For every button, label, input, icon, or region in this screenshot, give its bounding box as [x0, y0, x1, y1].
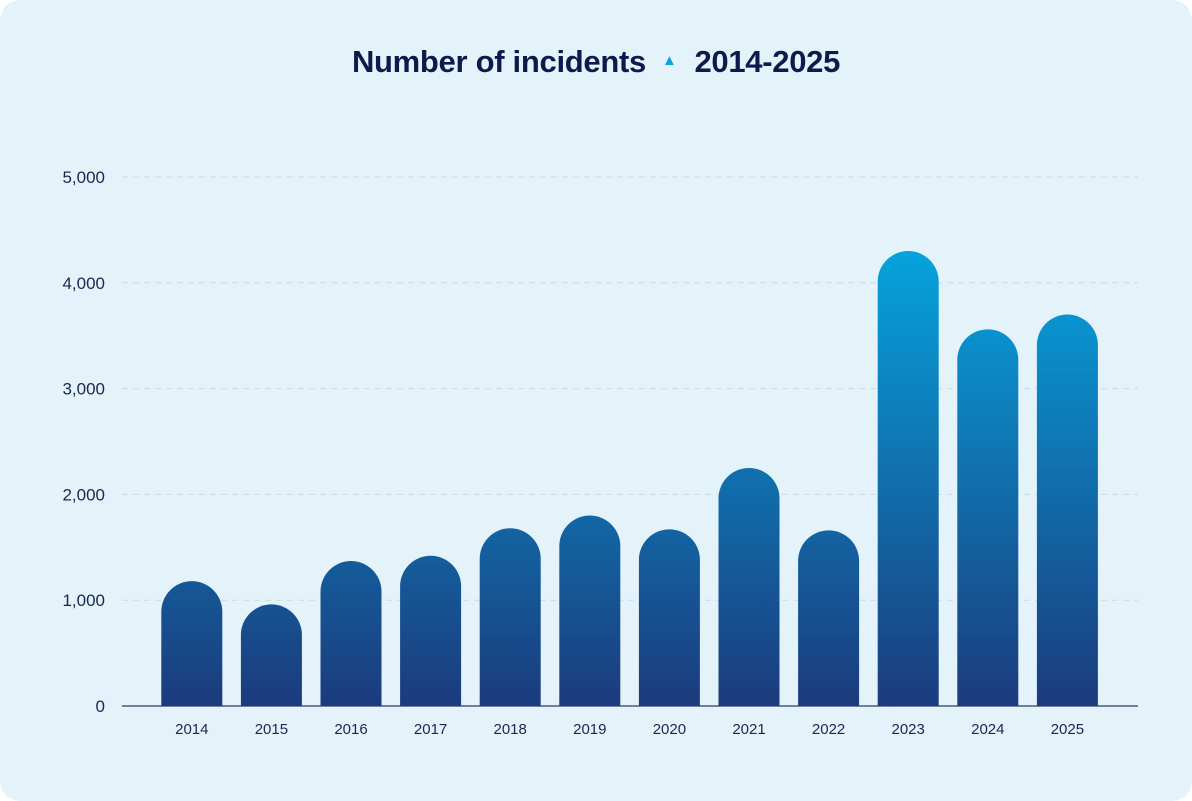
bar-2021 [718, 467, 780, 706]
bar-2018 [479, 528, 541, 706]
bar-2024 [957, 329, 1019, 706]
bar-2014 [161, 581, 223, 706]
y-tick-label: 1,000 [62, 591, 105, 610]
bar-2025 [1036, 314, 1098, 706]
y-tick-label: 2,000 [62, 485, 105, 504]
triangle-icon: ▲ [661, 52, 677, 70]
x-tick-label: 2023 [892, 721, 925, 738]
bar-2019 [559, 515, 621, 706]
x-tick-label: 2015 [255, 721, 288, 738]
x-tick-label: 2020 [653, 721, 686, 738]
x-tick-label: 2016 [334, 721, 367, 738]
chart-subtitle: 2014-2025 [694, 44, 841, 79]
x-tick-label: 2024 [971, 721, 1004, 738]
x-tick-label: 2018 [494, 721, 527, 738]
y-tick-label: 4,000 [62, 274, 105, 293]
chart-title: Number of incidents ▲ 2014-2025 [0, 44, 1192, 80]
x-tick-label: 2021 [732, 721, 765, 738]
x-tick-label: 2014 [175, 721, 208, 738]
bar-2023 [877, 251, 939, 706]
y-tick-label: 3,000 [62, 380, 105, 399]
bar-2017 [400, 555, 462, 706]
bar-2022 [798, 530, 860, 706]
bar-2016 [320, 561, 382, 706]
bar-2020 [638, 529, 700, 706]
chart-title-text: Number of incidents [351, 44, 646, 79]
y-tick-label: 5,000 [62, 168, 105, 187]
x-tick-label: 2019 [573, 721, 606, 738]
x-tick-label: 2025 [1051, 721, 1084, 738]
x-tick-label: 2017 [414, 721, 447, 738]
x-tick-label: 2022 [812, 721, 845, 738]
bar-2015 [240, 604, 302, 706]
y-tick-label: 0 [96, 697, 105, 716]
